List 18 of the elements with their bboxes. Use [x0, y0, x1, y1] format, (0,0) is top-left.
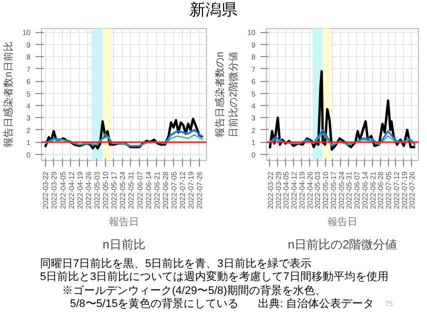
line-series: [268, 70, 416, 151]
y-axis-title: 報告日感染者数のn日前比の2階微分値: [214, 52, 240, 138]
text: 5/8〜5/15を黄色の背景にしている: [70, 298, 239, 311]
x-axis-title: 報告日: [328, 216, 358, 228]
line-series: [268, 129, 416, 147]
text: 新潟県: [188, 0, 238, 21]
line-series: [44, 129, 204, 147]
line-series: [44, 118, 204, 150]
x-axis-title: 報告日: [109, 216, 139, 228]
text: 同曜日7日前比を黒、5日前比を青、3日前比を緑で表示: [40, 258, 312, 270]
text: 5日前比と3日前比については週内変動を考慮して7日間移動平均を使用: [40, 271, 388, 284]
line-series: [269, 133, 416, 146]
text: n日前比: [102, 238, 146, 252]
y-axis-title: 報告日感染者数n日前比: [2, 42, 14, 148]
source-note: 出典: 自治体公表データ: [258, 298, 374, 311]
line-series: [44, 133, 204, 146]
text: ※ゴールデンウィーク(4/29〜5/8)期間の背景を水色、: [62, 285, 326, 298]
text: n日前比の2階微分値: [288, 238, 398, 252]
